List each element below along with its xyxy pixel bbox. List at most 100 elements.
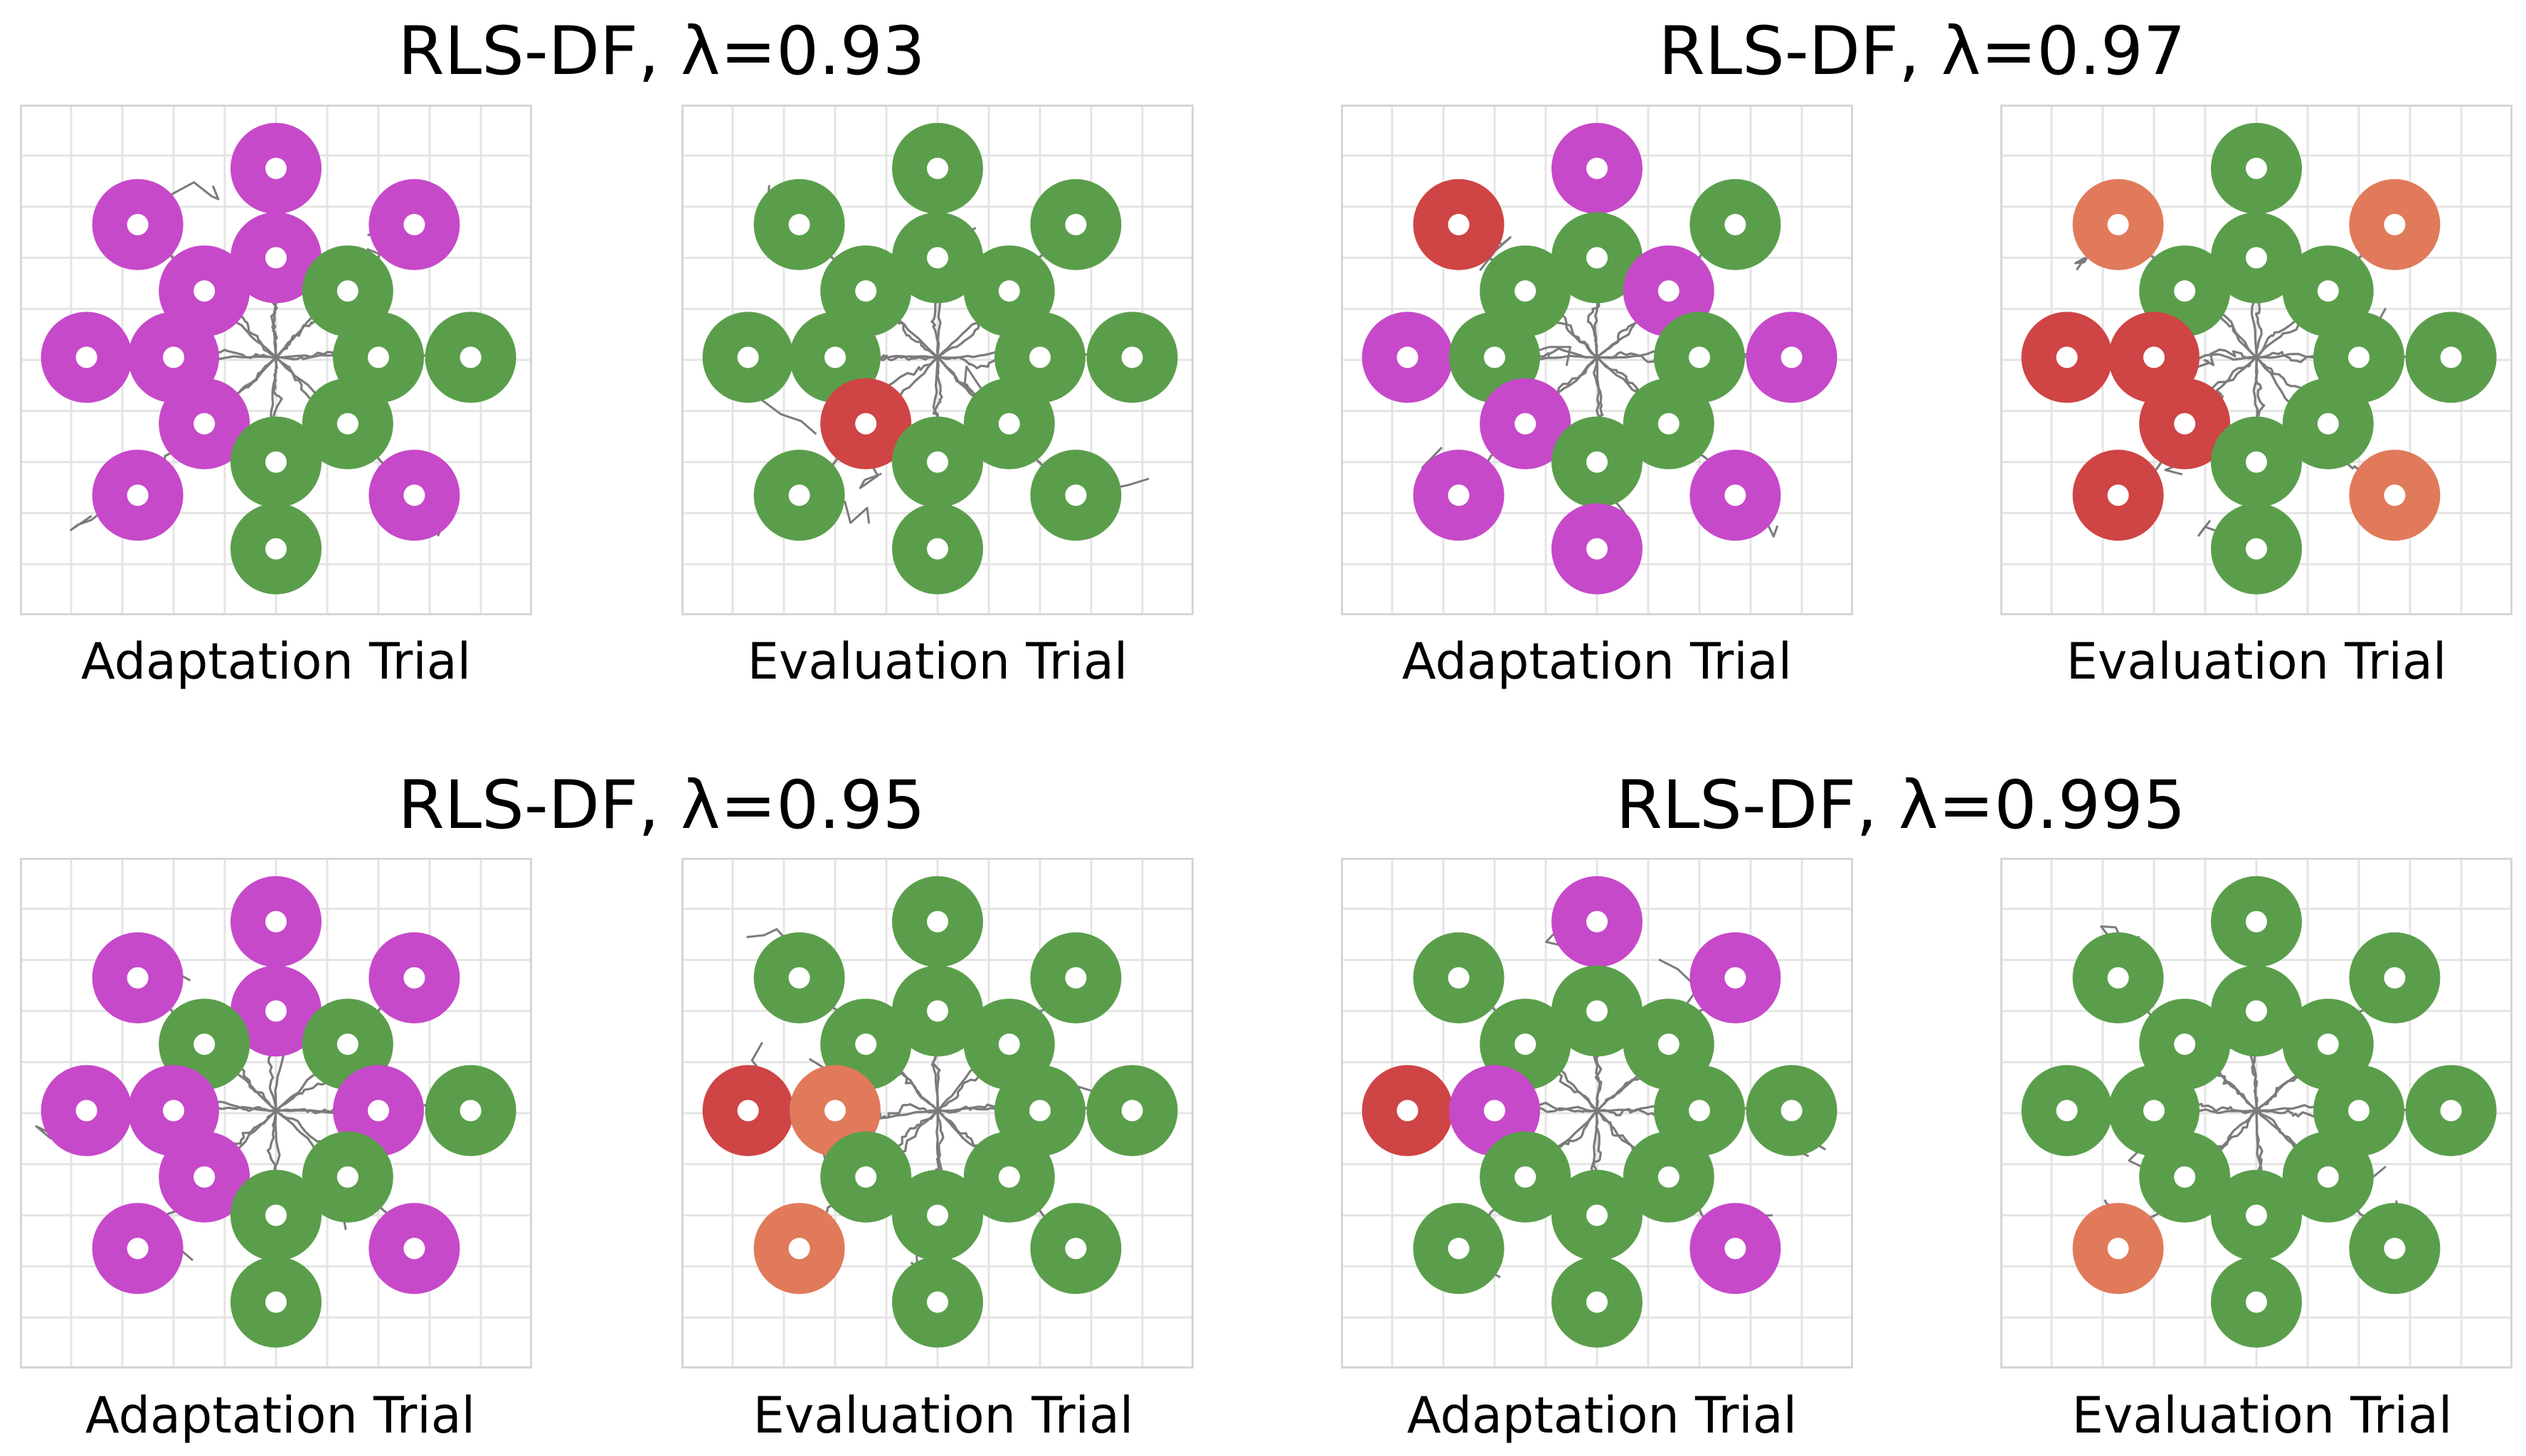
target-center xyxy=(855,413,877,435)
target-center xyxy=(1448,967,1470,989)
target-center xyxy=(336,280,359,302)
target-center xyxy=(788,213,810,235)
target-center xyxy=(1724,1238,1746,1260)
target-center xyxy=(403,967,425,989)
target-center xyxy=(2056,1100,2078,1122)
target-center xyxy=(1029,1100,1051,1122)
target-center xyxy=(368,346,389,368)
target-center xyxy=(1448,1238,1470,1260)
target-center xyxy=(927,538,948,560)
target-center xyxy=(2348,346,2370,368)
panel-label: Evaluation Trial xyxy=(753,1386,1134,1445)
target-center xyxy=(927,247,948,269)
target-center xyxy=(2317,280,2339,302)
panel-border xyxy=(681,105,1194,615)
target-center xyxy=(265,538,287,560)
target-center xyxy=(855,1033,877,1056)
target-center xyxy=(1065,213,1087,235)
targets xyxy=(41,876,516,1348)
panel-adaptation xyxy=(20,105,532,615)
target-center xyxy=(2317,1166,2339,1188)
panel-label: Adaptation Trial xyxy=(1406,1386,1798,1445)
panel-adaptation xyxy=(1341,105,1853,615)
target-center xyxy=(265,157,287,179)
target-center xyxy=(998,1033,1020,1056)
target-center xyxy=(1657,1166,1679,1188)
target-center xyxy=(1065,1238,1087,1260)
target-center xyxy=(2107,213,2129,235)
target-center xyxy=(1514,1033,1537,1056)
target-center xyxy=(1448,213,1470,235)
target-center xyxy=(824,1100,846,1122)
target-center xyxy=(2107,967,2129,989)
panel-border xyxy=(2000,858,2512,1369)
target-center xyxy=(1586,1204,1608,1226)
target-center xyxy=(2384,213,2406,235)
target-center xyxy=(2246,538,2267,560)
target-center xyxy=(1586,910,1608,932)
target-center xyxy=(1586,1291,1608,1313)
target-center xyxy=(1484,346,1505,368)
target-center xyxy=(1689,1100,1710,1122)
panel-evaluation xyxy=(2000,105,2512,615)
target-center xyxy=(1586,538,1608,560)
target-center xyxy=(127,213,149,235)
target-center xyxy=(2440,346,2462,368)
target-center xyxy=(788,967,810,989)
target-center xyxy=(1484,1100,1505,1122)
target-center xyxy=(2246,1291,2267,1313)
target-center xyxy=(1689,346,1710,368)
panel-label: Adaptation Trial xyxy=(80,632,472,691)
target-center xyxy=(193,1166,216,1188)
panel-evaluation xyxy=(2000,858,2512,1369)
target-center xyxy=(1657,413,1679,435)
target-center xyxy=(265,451,287,473)
panel-label: Adaptation Trial xyxy=(1401,632,1793,691)
targets xyxy=(702,122,1178,595)
target-center xyxy=(855,280,877,302)
target-center xyxy=(1065,484,1087,506)
target-center xyxy=(927,1291,948,1313)
target-center xyxy=(2143,346,2165,368)
panel-adaptation xyxy=(1341,858,1853,1369)
target-center xyxy=(2246,1204,2267,1226)
target-center xyxy=(1586,247,1608,269)
target-center xyxy=(368,1100,389,1122)
targets xyxy=(702,876,1178,1348)
target-center xyxy=(75,1100,97,1122)
target-center xyxy=(265,247,287,269)
target-center xyxy=(1586,451,1608,473)
target-center xyxy=(927,157,948,179)
target-center xyxy=(2384,967,2406,989)
target-center xyxy=(2246,1000,2267,1022)
target-center xyxy=(2246,247,2267,269)
target-center xyxy=(193,1033,216,1056)
target-center xyxy=(2107,484,2129,506)
target-center xyxy=(737,1100,759,1122)
target-center xyxy=(1514,1166,1537,1188)
group-title: RLS-DF, λ=0.97 xyxy=(1658,13,2186,90)
target-center xyxy=(2174,1033,2196,1056)
target-center xyxy=(1724,484,1746,506)
targets xyxy=(1362,876,1837,1348)
target-center xyxy=(737,346,759,368)
target-center xyxy=(163,1100,184,1122)
target-center xyxy=(824,346,846,368)
target-center xyxy=(2384,484,2406,506)
target-center xyxy=(460,346,482,368)
panel-label: Evaluation Trial xyxy=(747,632,1128,691)
target-center xyxy=(1121,346,1143,368)
target-center xyxy=(403,1238,425,1260)
target-center xyxy=(1029,346,1051,368)
target-center xyxy=(927,910,948,932)
target-center xyxy=(403,213,425,235)
targets xyxy=(41,122,516,595)
panel-border xyxy=(1341,858,1853,1369)
panel-label: Adaptation Trial xyxy=(85,1386,476,1445)
panel-border xyxy=(20,858,532,1369)
panel-border xyxy=(20,105,532,615)
target-center xyxy=(163,346,184,368)
panel-border xyxy=(1341,105,1853,615)
target-center xyxy=(2348,1100,2370,1122)
